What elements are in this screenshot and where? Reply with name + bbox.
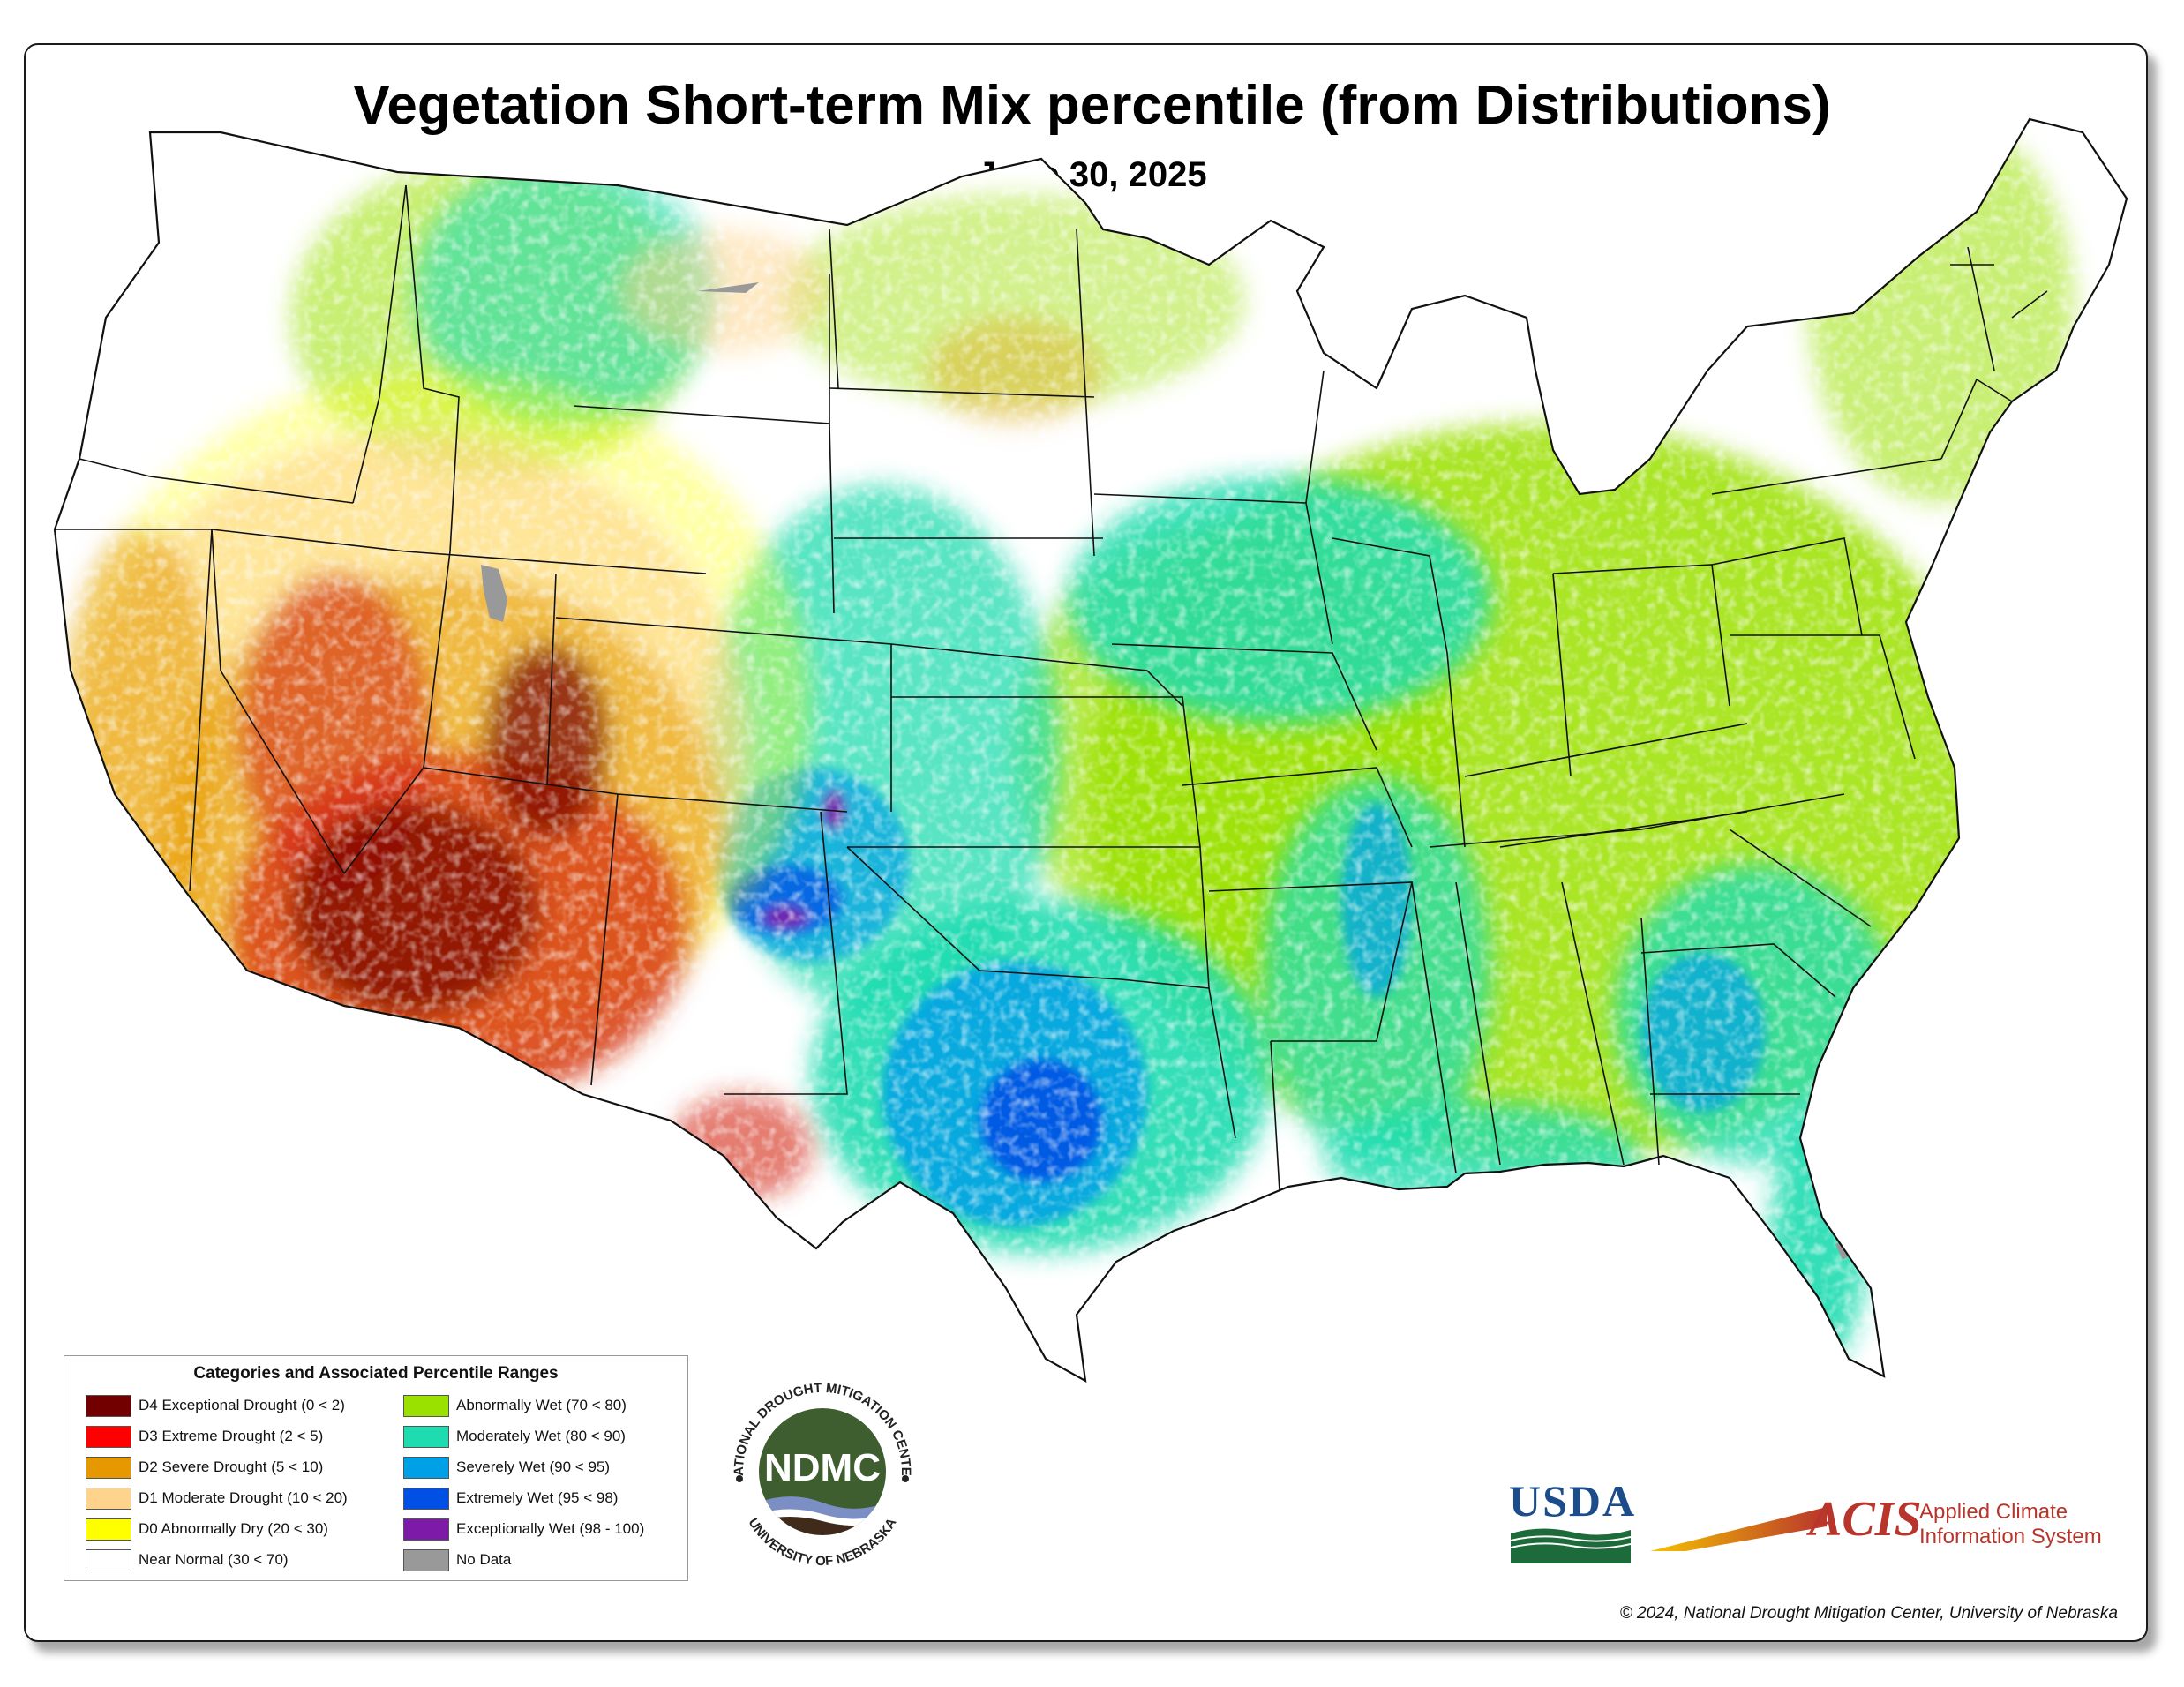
map-title: Vegetation Short-term Mix percentile (fr… [353,75,1831,136]
legend-label: D0 Abnormally Dry (20 < 30) [139,1520,328,1537]
legend-item: Moderately Wet (80 < 90) [403,1424,626,1449]
legend-item: D1 Moderate Drought (10 < 20) [86,1486,348,1511]
legend-swatch [86,1394,131,1417]
legend-label: Severely Wet (90 < 95) [456,1458,611,1475]
legend-label: Near Normal (30 < 70) [139,1551,289,1568]
legend-item: Severely Wet (90 < 95) [403,1455,610,1480]
legend-label: Exceptionally Wet (98 - 100) [456,1520,645,1537]
great-salt-lake-no-data [481,565,507,622]
acis-line1: Applied Climate [1919,1500,2068,1524]
legend-swatch [86,1518,131,1541]
us-vegetation-map [53,117,2128,1383]
usda-logo: USDA [1509,1476,1637,1526]
legend-label: D3 Extreme Drought (2 < 5) [139,1428,324,1444]
legend-swatch [403,1487,449,1510]
acis-logo: ACIS [1809,1492,1922,1547]
legend-item: Exceptionally Wet (98 - 100) [403,1517,644,1541]
legend-swatch [403,1518,449,1541]
legend-swatch [86,1548,131,1571]
legend-swatch [86,1487,131,1510]
legend-title: Categories and Associated Percentile Ran… [193,1364,559,1383]
legend-label: D4 Exceptional Drought (0 < 2) [139,1397,345,1413]
legend-label: Extremely Wet (95 < 98) [456,1489,619,1506]
usda-waves-icon [1511,1528,1631,1563]
legend-label: D1 Moderate Drought (10 < 20) [139,1489,348,1506]
ndmc-logo: NDMC NATIONAL DROUGHT MITIGATION CENTER … [717,1366,913,1569]
acis-line2: Information System [1919,1525,2102,1548]
copyright-credit: © 2024, National Drought Mitigation Cent… [1619,1604,2118,1623]
legend-swatch [403,1548,449,1571]
legend-label: Abnormally Wet (70 < 80) [456,1397,627,1413]
legend-swatch [403,1425,449,1448]
legend-item: Extremely Wet (95 < 98) [403,1486,618,1511]
legend-swatch [86,1456,131,1479]
pixel-texture [55,119,2127,1381]
legend: Categories and Associated Percentile Ran… [64,1355,688,1581]
state-borders [53,117,2128,1383]
legend-item: D4 Exceptional Drought (0 < 2) [86,1393,345,1418]
legend-item: D0 Abnormally Dry (20 < 30) [86,1517,328,1541]
legend-item: D3 Extreme Drought (2 < 5) [86,1424,323,1449]
legend-label: D2 Severe Drought (5 < 10) [139,1458,324,1475]
ndmc-acronym: NDMC [764,1446,881,1489]
legend-swatch [86,1425,131,1448]
legend-swatch [403,1456,449,1479]
legend-item: No Data [403,1548,511,1572]
fort-peck-no-data [697,282,759,293]
legend-item: Near Normal (30 < 70) [86,1548,289,1572]
legend-item: D2 Severe Drought (5 < 10) [86,1455,323,1480]
legend-label: Moderately Wet (80 < 90) [456,1428,626,1444]
legend-swatch [403,1394,449,1417]
acis-swoosh-icon [1650,1507,1827,1551]
legend-item: Abnormally Wet (70 < 80) [403,1393,627,1418]
legend-label: No Data [456,1551,512,1568]
